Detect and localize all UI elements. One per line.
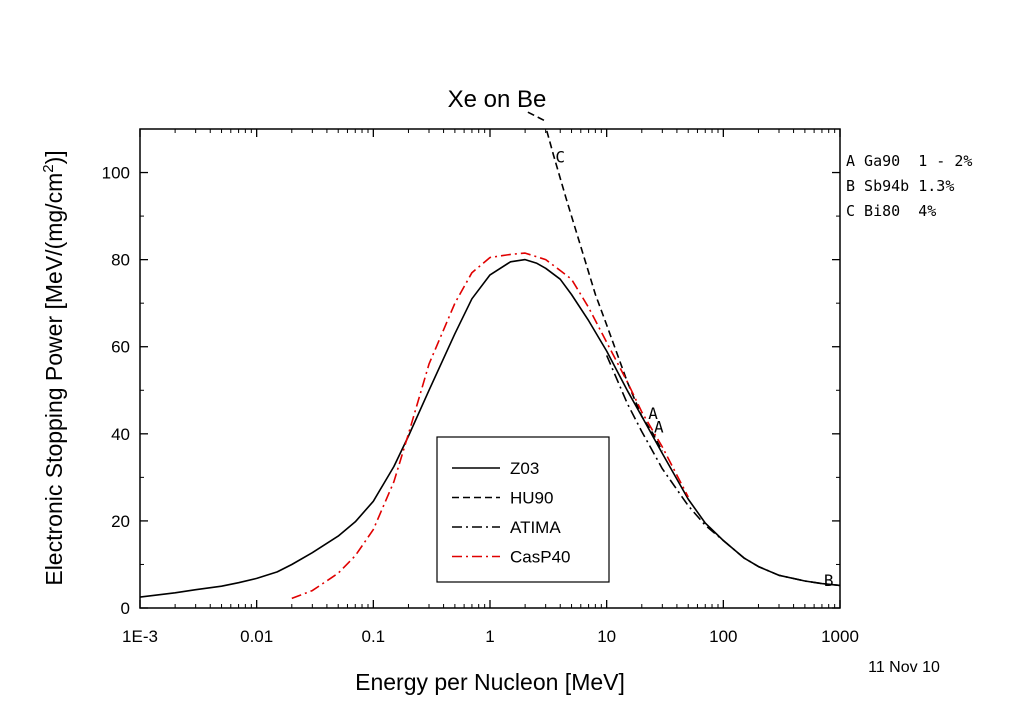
- point-label-a: A: [654, 417, 664, 436]
- y-tick-label: 20: [111, 512, 130, 531]
- series-line-atima: [605, 355, 840, 587]
- reference-note-c: C Bi80 4%: [846, 202, 936, 220]
- x-tick-label: 0.01: [240, 627, 273, 646]
- series-line-hu90-extension: [527, 111, 545, 122]
- legend-label-atima: ATIMA: [510, 518, 561, 537]
- legend-label-hu90: HU90: [510, 489, 553, 508]
- reference-note-b: B Sb94b 1.3%: [846, 177, 954, 195]
- legend-label-z03: Z03: [510, 459, 539, 478]
- reference-note-a: A Ga90 1 - 2%: [846, 152, 972, 170]
- y-tick-label: 60: [111, 338, 130, 357]
- y-tick-label: 40: [111, 425, 130, 444]
- curve-point-labels: C AA B: [555, 147, 833, 590]
- y-axis-label: Electronic Stopping Power [MeV/(mg/cm2)]: [40, 150, 67, 585]
- y-axis-label-superscript: 2: [40, 164, 57, 172]
- y-axis-label-main: Electronic Stopping Power [MeV/(mg/cm: [41, 173, 67, 586]
- legend-box: [436, 436, 610, 583]
- y-tick-label: 0: [121, 599, 130, 618]
- y-axis-ticks: 0 20 40 60 80 100: [102, 128, 840, 618]
- date-stamp: 11 Nov 10: [868, 659, 940, 676]
- y-axis-label-end: )]: [41, 150, 67, 164]
- x-tick-label: 10: [597, 627, 616, 646]
- point-label-c: C: [555, 147, 565, 166]
- series-line-z03: [140, 258, 840, 598]
- reference-notes: A Ga90 1 - 2% B Sb94b 1.3% C Bi80 4%: [846, 152, 972, 220]
- series-line-hu90: [545, 129, 664, 452]
- y-tick-label: 100: [102, 164, 130, 183]
- series-layer: [140, 129, 840, 600]
- legend-label-casp40: CasP40: [510, 548, 570, 567]
- point-label-a: A: [648, 404, 658, 423]
- chart-title: Xe on Be: [448, 86, 547, 113]
- point-label-b: B: [824, 571, 834, 590]
- x-tick-label: 0.1: [362, 627, 386, 646]
- x-tick-label: 1E-3: [122, 627, 158, 646]
- x-axis-label: Energy per Nucleon [MeV]: [355, 669, 625, 695]
- x-tick-label: 100: [709, 627, 737, 646]
- x-tick-label: 1000: [821, 627, 859, 646]
- x-axis-ticks: 1E-3 0.01 0.1 1 10 100 1000: [122, 129, 859, 646]
- legend: Z03 HU90 ATIMA CasP40: [436, 436, 610, 583]
- y-tick-label: 80: [111, 251, 130, 270]
- x-tick-label: 1: [485, 627, 494, 646]
